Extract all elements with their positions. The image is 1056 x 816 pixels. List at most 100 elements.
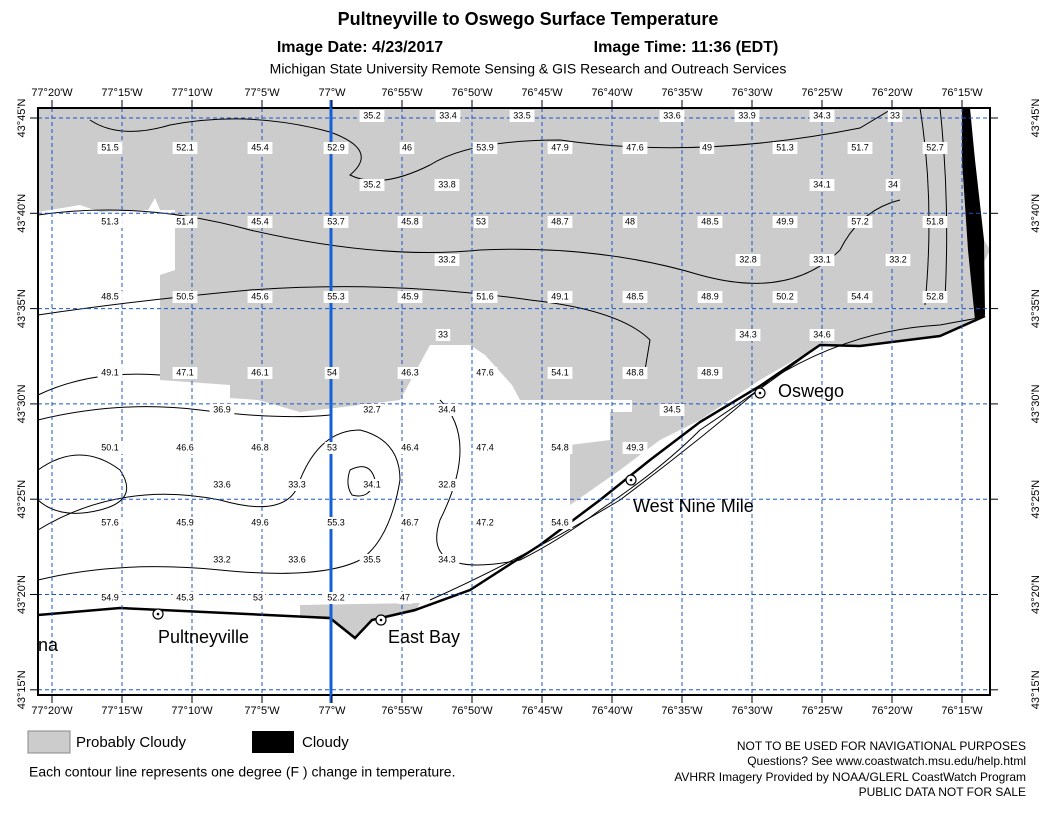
label-box: [434, 554, 460, 566]
label-box: [209, 554, 235, 566]
label-box: [284, 479, 310, 491]
place-marker-dot: [156, 612, 160, 616]
temperature-label: 48: [625, 216, 635, 226]
map-frame: [37, 107, 991, 696]
latitude-label: 43°45'N: [16, 98, 28, 137]
longitude-label: 76°40'W: [591, 87, 633, 99]
label-box: [399, 142, 415, 154]
label-box: [324, 442, 340, 454]
longitude-label: 77°20'W: [31, 705, 73, 717]
label-box: [735, 254, 761, 266]
temperature-label: 57.6: [101, 517, 119, 527]
label-box: [472, 291, 498, 303]
label-box: [547, 216, 573, 228]
temperature-label: 50.5: [176, 291, 194, 301]
label-box: [172, 367, 198, 379]
latitude-label: 43°25'N: [16, 480, 28, 519]
contour-line: [37, 286, 651, 371]
contour-line: [37, 406, 331, 421]
latitude-label: 43°15'N: [1030, 670, 1042, 709]
latitude-label: 43°15'N: [16, 670, 28, 709]
contour-line: [436, 344, 821, 566]
label-box: [473, 216, 489, 228]
temperature-label: 47.1: [176, 367, 194, 377]
temperature-label: 34.1: [813, 179, 831, 189]
label-box: [772, 216, 798, 228]
disclaimer: AVHRR Imagery Provided by NOAA/GLERL Coa…: [674, 770, 1026, 784]
disclaimer: NOT TO BE USED FOR NAVIGATIONAL PURPOSES: [737, 739, 1026, 753]
temperature-label: 54.9: [101, 592, 119, 602]
temperature-label: 52.8: [926, 291, 944, 301]
label-box: [547, 367, 573, 379]
longitude-label: 76°20'W: [871, 87, 913, 99]
longitude-label: 76°30'W: [731, 87, 773, 99]
longitude-label: 76°25'W: [801, 87, 843, 99]
temperature-label: 33.2: [213, 554, 231, 564]
disclaimer: Questions? See www.coastwatch.msu.edu/he…: [747, 754, 1026, 768]
label-box: [247, 142, 273, 154]
place-marker-dot: [629, 478, 633, 482]
temperature-label: 48.9: [701, 291, 719, 301]
temperature-label: 33: [438, 329, 448, 339]
label-box: [359, 110, 385, 122]
place-label: na: [38, 635, 59, 655]
temperature-label: 46.7: [401, 517, 419, 527]
temperature-label: 33.9: [738, 110, 756, 120]
label-box: [885, 254, 911, 266]
contour-line: [347, 466, 376, 497]
temperature-label: 51.7: [851, 142, 869, 152]
label-box: [247, 216, 273, 228]
label-box: [472, 142, 498, 154]
longitude-label: 77°15'W: [101, 705, 143, 717]
cloudy-area: [962, 108, 985, 320]
label-box: [472, 517, 498, 529]
label-box: [323, 592, 349, 604]
temperature-label: 57.2: [851, 216, 869, 226]
legend-label: Probably Cloudy: [76, 734, 187, 751]
temperature-label: 53.9: [476, 142, 494, 152]
label-box: [659, 110, 685, 122]
label-box: [885, 179, 901, 191]
longitude-label: 77°5'W: [244, 87, 280, 99]
temperature-label: 34.3: [438, 554, 456, 564]
label-box: [922, 216, 948, 228]
label-box: [323, 216, 349, 228]
temperature-label: 51.5: [101, 142, 119, 152]
temperature-label: 51.3: [101, 216, 119, 226]
label-box: [172, 291, 198, 303]
temperature-label: 47.2: [476, 517, 494, 527]
label-box: [434, 179, 460, 191]
label-box: [247, 442, 273, 454]
temperature-label: 55.3: [327, 291, 345, 301]
label-box: [697, 291, 723, 303]
longitude-label: 76°25'W: [801, 705, 843, 717]
label-box: [887, 110, 903, 122]
label-box: [323, 142, 349, 154]
label-box: [434, 254, 460, 266]
temperature-label: 32.7: [363, 404, 381, 414]
label-box: [247, 367, 273, 379]
temperature-label: 48.9: [701, 367, 719, 377]
subtitle: Michigan State University Remote Sensing…: [270, 61, 787, 77]
place-label: West Nine Mile: [633, 496, 754, 516]
contour-line: [37, 373, 161, 396]
temperature-label: 49.1: [551, 291, 569, 301]
temperature-label: 33: [890, 110, 900, 120]
temperature-label: 53: [253, 592, 263, 602]
temperature-label: 49.1: [101, 367, 119, 377]
temperature-label: 48.7: [551, 216, 569, 226]
label-box: [323, 517, 349, 529]
label-box: [359, 179, 385, 191]
latitude-label: 43°20'N: [1030, 575, 1042, 614]
temperature-label: 47.6: [476, 367, 494, 377]
label-box: [472, 367, 498, 379]
label-box: [397, 592, 413, 604]
label-box: [209, 479, 235, 491]
label-box: [922, 142, 948, 154]
label-box: [809, 254, 835, 266]
temperature-label: 50.2: [776, 291, 794, 301]
longitude-label: 77°W: [318, 87, 346, 99]
temperature-label: 52.7: [926, 142, 944, 152]
label-box: [622, 291, 648, 303]
temperature-label: 53: [476, 216, 486, 226]
